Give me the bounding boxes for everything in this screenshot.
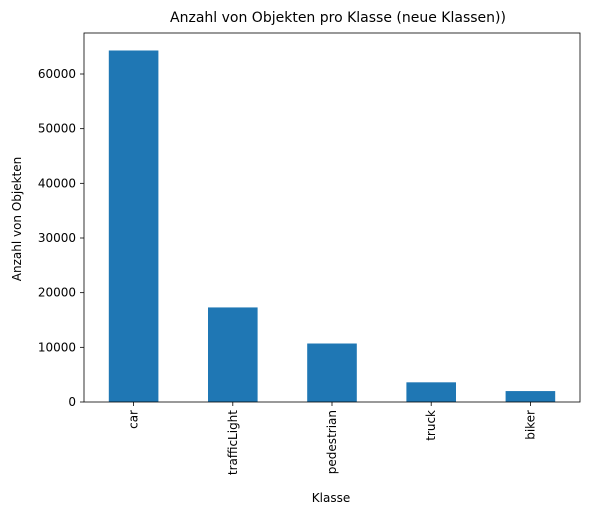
bar-trafficLight: [208, 307, 258, 402]
x-tick-label-pedestrian: pedestrian: [325, 410, 339, 474]
x-tick-label-biker: biker: [523, 410, 537, 440]
y-tick-label-10000: 10000: [38, 340, 76, 354]
y-tick-label-40000: 40000: [38, 176, 76, 190]
bar-car: [108, 50, 159, 403]
chart-title: Anzahl von Objekten pro Klasse (neue Kla…: [170, 10, 506, 26]
y-tick-label-20000: 20000: [38, 286, 76, 300]
x-tick-label-trafficLight: trafficLight: [226, 410, 240, 475]
y-tick-label-0: 0: [68, 395, 76, 409]
y-tick-label-30000: 30000: [38, 231, 76, 245]
bar-truck: [406, 382, 456, 402]
axes-frame: [83, 32, 581, 403]
bar-biker: [505, 391, 556, 402]
y-tick-label-60000: 60000: [38, 67, 76, 81]
y-axis-label: Anzahl von Objekten: [10, 157, 24, 282]
bar-pedestrian: [307, 343, 357, 402]
y-tick-label-50000: 50000: [38, 122, 76, 136]
plot-area: 0 10000 20000 30000 40000 50000 60000 car traffi…: [38, 32, 581, 475]
x-axis-label: Klasse: [312, 491, 350, 505]
x-tick-label-car: car: [127, 410, 141, 429]
x-tick-label-truck: truck: [424, 410, 438, 441]
